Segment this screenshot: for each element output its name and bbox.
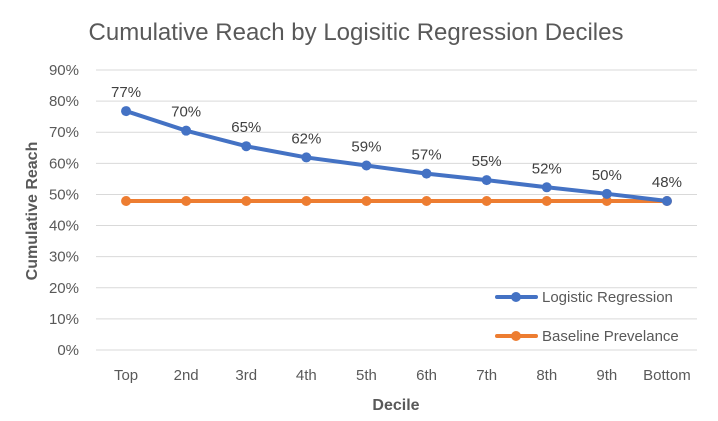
legend-label: Logistic Regression	[542, 289, 673, 306]
data-point	[121, 195, 132, 206]
x-tick-label: Bottom	[643, 367, 691, 384]
data-point	[661, 195, 672, 206]
data-label: 57%	[412, 147, 442, 164]
legend-swatch-marker	[511, 331, 521, 341]
data-point	[301, 152, 312, 163]
x-tick-label: 3rd	[235, 367, 257, 384]
data-point	[601, 195, 612, 206]
chart-title: Cumulative Reach by Logisitic Regression…	[89, 19, 624, 46]
x-axis-ticks: Top 2nd 3rd 4th 5th 6th 7th 8th 9th Bottom	[114, 367, 691, 384]
x-tick-label: 5th	[356, 367, 377, 384]
x-tick-label: 2nd	[174, 367, 199, 384]
data-label: 50%	[592, 167, 622, 184]
data-point	[481, 195, 492, 206]
data-point	[421, 168, 432, 179]
data-point	[121, 106, 132, 117]
data-label: 62%	[291, 130, 321, 147]
data-point	[361, 195, 372, 206]
data-point	[601, 188, 612, 199]
series-lines	[121, 106, 672, 206]
series-line	[124, 109, 669, 203]
y-tick-label: 10%	[49, 311, 79, 328]
x-tick-label: 7th	[476, 367, 497, 384]
y-tick-label: 20%	[49, 280, 79, 297]
data-point	[541, 195, 552, 206]
data-point	[481, 175, 492, 186]
legend-label: Baseline Prevelance	[542, 328, 679, 345]
data-point	[421, 195, 432, 206]
y-tick-label: 40%	[49, 218, 79, 235]
y-tick-label: 70%	[49, 124, 79, 141]
data-point	[181, 195, 192, 206]
data-label: 65%	[231, 119, 261, 136]
data-labels: 77% 70% 65% 62% 59% 57% 55% 52% 50% 48%	[111, 84, 682, 191]
y-tick-label: 60%	[49, 155, 79, 172]
data-point	[241, 141, 252, 152]
data-label: 77%	[111, 84, 141, 101]
y-tick-label: 80%	[49, 93, 79, 110]
data-point	[541, 182, 552, 193]
y-tick-label: 0%	[57, 342, 79, 359]
data-point	[301, 195, 312, 206]
legend: Logistic Regression Baseline Prevelance	[495, 289, 679, 345]
data-label: 52%	[532, 160, 562, 177]
x-tick-label: 9th	[596, 367, 617, 384]
x-axis-label: Decile	[372, 397, 419, 414]
y-axis-label: Cumulative Reach	[24, 142, 41, 281]
data-point	[361, 160, 372, 171]
data-label: 55%	[472, 153, 502, 170]
data-label: 48%	[652, 174, 682, 191]
y-axis-ticks: 0% 10% 20% 30% 40% 50% 60% 70% 80% 90%	[49, 62, 79, 359]
legend-swatch-marker	[511, 292, 521, 302]
data-point	[181, 125, 192, 136]
gridlines	[96, 69, 697, 351]
data-label: 59%	[351, 139, 381, 156]
y-tick-label: 30%	[49, 249, 79, 266]
data-point	[241, 195, 252, 206]
x-tick-label: 4th	[296, 367, 317, 384]
x-tick-label: 8th	[536, 367, 557, 384]
x-tick-label: 6th	[416, 367, 437, 384]
y-tick-label: 90%	[49, 62, 79, 79]
data-label: 70%	[171, 104, 201, 121]
y-tick-label: 50%	[49, 186, 79, 203]
x-tick-label: Top	[114, 367, 138, 384]
